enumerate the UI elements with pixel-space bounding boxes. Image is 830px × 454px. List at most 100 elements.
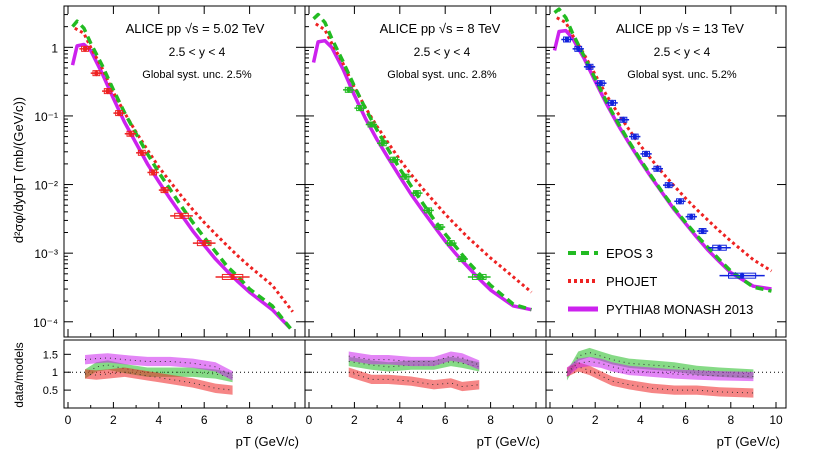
panel-title: ALICE pp √s = 8 TeV: [380, 21, 501, 36]
panel-syst: Global syst. unc. 5.2%: [627, 69, 737, 81]
x-tick-label: 6: [682, 413, 689, 427]
data-point: [162, 188, 167, 193]
data-point: [576, 46, 581, 51]
x-tick-label: 8: [727, 413, 734, 427]
panel-frame-ratio: [304, 339, 547, 409]
model-curves: [70, 7, 773, 330]
x-tick-label: 2: [110, 413, 117, 427]
x-tick-label: 4: [396, 413, 403, 427]
panel-labels: pT (GeV/c) ALICE pp √s = 5.02 TeV 2.5 < y …: [33, 21, 780, 449]
data-point: [655, 166, 660, 171]
data-point: [358, 106, 363, 111]
x-tick-label: 6: [201, 413, 208, 427]
ratio-band-phojet: [348, 367, 480, 392]
y-tick-label: 10⁻¹: [34, 110, 58, 124]
data-point: [621, 117, 626, 122]
y-tick-label: 10⁻³: [34, 247, 58, 261]
curve-pythia: [311, 38, 532, 312]
curve-epos: [553, 7, 772, 293]
y-tick-label: 10⁻⁴: [33, 316, 58, 330]
data-point: [700, 229, 705, 234]
ratio-center-epos: [566, 352, 754, 377]
legend-epos-label: EPOS 3: [606, 246, 653, 261]
data-point: [448, 241, 453, 246]
data-point: [740, 273, 745, 278]
y-tick-label: 1: [51, 41, 58, 55]
panel-frame-ratio: [545, 339, 787, 409]
axis-ticks: 0 2 4 6 8 0 2 4 6 8 0 2 4 6 8 10: [64, 5, 786, 427]
legend: EPOS 3 PHOJET PYTHIA8 MONASH 2013: [568, 246, 753, 317]
data-point: [346, 87, 351, 92]
ratio-band-phojet: [566, 362, 754, 398]
x-axis-title: pT (GeV/c): [717, 434, 780, 449]
panel-frame-main: [545, 5, 787, 338]
curve-phojet: [74, 26, 294, 313]
x-tick-label: 6: [442, 413, 449, 427]
y-axis-title: d²σφ/dydpT (mb/(GeV/c)): [11, 97, 26, 243]
ratio-band-pythia: [85, 353, 233, 381]
data-point: [105, 89, 110, 94]
data-point: [94, 71, 99, 76]
data-point: [610, 100, 615, 105]
curve-phojet: [314, 22, 533, 294]
data-point: [426, 208, 431, 213]
data-point: [666, 183, 671, 188]
data-point: [437, 225, 442, 230]
data-points: [79, 36, 765, 280]
data-point: [644, 151, 649, 156]
data-point: [717, 245, 722, 250]
data-point: [128, 131, 133, 136]
data-point: [598, 81, 603, 86]
x-tick-label: 0: [306, 413, 313, 427]
x-tick-label: 8: [487, 413, 494, 427]
panel-title: ALICE pp √s = 13 TeV: [616, 21, 744, 36]
data-point: [632, 134, 637, 139]
panel-syst: Global syst. unc. 2.8%: [387, 69, 497, 81]
data-point: [392, 157, 397, 162]
ratio-axis-title: data/models: [12, 342, 26, 407]
panel-rapidity: 2.5 < y < 4: [414, 45, 471, 59]
data-point: [403, 174, 408, 179]
ratio-tick-label: 0.5: [43, 385, 58, 397]
data-point: [587, 64, 592, 69]
ratio-center-phojet: [348, 371, 480, 388]
ratio-center-epos: [348, 360, 480, 368]
data-point: [460, 257, 465, 262]
curve-phojet: [556, 16, 773, 273]
data-point: [179, 213, 184, 218]
x-tick-label: 2: [592, 413, 599, 427]
curve-pythia: [70, 42, 292, 330]
data-point: [689, 214, 694, 219]
ratio-center-phojet: [566, 366, 754, 394]
data-point: [677, 199, 682, 204]
x-tick-label: 0: [65, 413, 72, 427]
x-tick-label: 8: [246, 413, 253, 427]
ratio-center-pythia: [348, 355, 480, 366]
panel-rapidity: 2.5 < y < 4: [654, 45, 711, 59]
ratio-tick-label: 1: [52, 367, 58, 379]
x-tick-label: 4: [155, 413, 162, 427]
x-tick-label: 10: [769, 413, 783, 427]
x-axis-title: pT (GeV/c): [477, 434, 540, 449]
ratio-band-pythia: [348, 351, 480, 370]
ratio-band-epos: [85, 360, 233, 383]
panel-syst: Global syst. unc. 2.5%: [142, 69, 252, 81]
x-tick-label: 0: [547, 413, 554, 427]
x-tick-label: 4: [637, 413, 644, 427]
ratio-bands: [84, 347, 754, 398]
data-point: [369, 122, 374, 127]
ratio-center-pythia: [84, 357, 233, 377]
data-point: [117, 111, 122, 116]
data-point: [151, 170, 156, 175]
ratio-center-phojet: [84, 371, 233, 391]
ratio-band-phojet: [85, 367, 233, 395]
data-point: [414, 191, 419, 196]
legend-phojet-label: PHOJET: [606, 274, 657, 289]
data-point: [83, 46, 88, 51]
legend-pythia-label: PYTHIA8 MONASH 2013: [606, 302, 753, 317]
x-axis-title: pT (GeV/c): [236, 434, 299, 449]
data-point: [139, 150, 144, 155]
ratio-tick-label: 1.5: [43, 349, 58, 361]
panel-title: ALICE pp √s = 5.02 TeV: [126, 21, 265, 36]
